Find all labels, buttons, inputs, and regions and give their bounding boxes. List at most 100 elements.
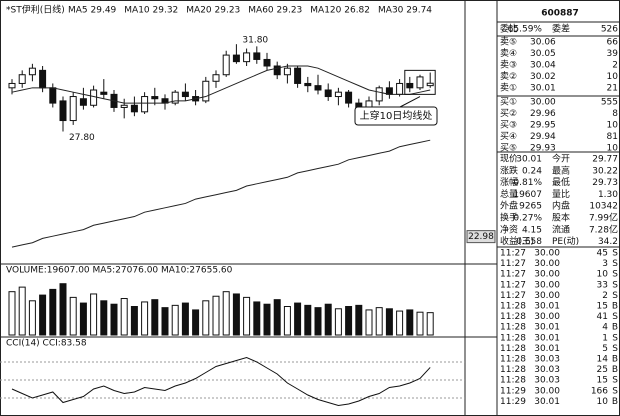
stat-cell: 29.73 <box>592 178 618 188</box>
order-cell: 30.00 <box>530 98 556 108</box>
tick-cell: 30.00 <box>534 259 560 269</box>
candle-body <box>294 67 302 84</box>
tick-cell: B <box>612 355 618 365</box>
ma-line <box>11 65 431 104</box>
ma-line <box>11 139 431 248</box>
volume-bar <box>110 303 118 336</box>
ma-label: MA120 26.82 <box>310 6 370 16</box>
volume-bar <box>130 306 138 336</box>
tick-cell: 30.00 <box>534 386 560 396</box>
stat-cell: 涨幅 <box>500 176 518 188</box>
volume-bar <box>28 300 36 336</box>
tick-cell: 30.00 <box>534 249 560 259</box>
ma-label: MA30 29.74 <box>378 6 432 16</box>
quote-cell: 委差 <box>552 23 570 35</box>
tick-cell: S <box>612 280 618 290</box>
volume-bar <box>212 295 220 336</box>
candle-body <box>283 67 291 76</box>
candle-body <box>416 76 424 89</box>
volume-bar <box>69 296 77 336</box>
tick-cell: S <box>612 312 618 322</box>
volume-bar <box>426 312 434 336</box>
tick-cell: S <box>612 259 618 269</box>
quote-cell: 526 <box>601 25 618 35</box>
volume-bar <box>253 301 261 336</box>
order-cell: 66 <box>607 38 619 48</box>
candle-body <box>406 82 414 89</box>
tick-cell: 2 <box>602 291 608 301</box>
volume-bar <box>406 309 414 336</box>
volume-bar <box>294 302 302 336</box>
tick-cell: 30.00 <box>534 291 560 301</box>
candle-body <box>324 89 332 98</box>
tick-cell: 1 <box>602 333 608 343</box>
order-cell: 买② <box>500 108 517 119</box>
order-cell: 卖⑤ <box>500 37 517 48</box>
stat-cell: 0.24 <box>522 166 542 176</box>
stat-cell: 总量 <box>500 188 518 200</box>
tick-cell: 30.00 <box>534 270 560 280</box>
tick-cell: S <box>612 386 618 396</box>
candle-body <box>59 100 67 122</box>
volume-bar <box>39 294 47 336</box>
stat-cell: 0.27% <box>513 214 542 224</box>
stat-cell: 7.99亿 <box>589 212 618 224</box>
stat-cell: 今开 <box>552 153 570 165</box>
tick-cell: 25 <box>597 365 608 375</box>
chart-title: *ST伊利(日线) <box>6 4 65 16</box>
volume-bar <box>161 307 169 336</box>
candle-body <box>345 91 353 104</box>
volume-bar <box>314 307 322 336</box>
candle-body <box>212 74 220 82</box>
candle-body <box>334 91 342 98</box>
stat-cell: 1.30 <box>598 190 618 200</box>
tick-cell: 11:28 <box>500 302 526 312</box>
candle-body <box>385 87 393 95</box>
stat-cell: 收益(三) <box>500 235 534 247</box>
tick-cell: 15 <box>597 376 608 386</box>
tick-cell: 30.00 <box>534 280 560 290</box>
ma-label: MA60 29.23 <box>248 6 302 16</box>
candle-body <box>28 67 36 76</box>
candle-body <box>181 91 189 98</box>
order-cell: 39 <box>607 49 619 59</box>
tick-cell: S <box>612 333 618 343</box>
candle-body <box>426 82 434 87</box>
volume-bar <box>273 299 281 336</box>
volume-title: VOLUME:19607.00 MA5:27076.00 MA10:27655.… <box>6 266 233 276</box>
tick-cell: 11:27 <box>500 259 526 269</box>
order-cell: 买③ <box>500 120 517 131</box>
tick-cell: S <box>612 249 618 259</box>
tick-cell: B <box>612 397 618 407</box>
order-cell: 10 <box>607 72 619 82</box>
order-cell: 30.05 <box>530 49 556 59</box>
volume-bar <box>18 286 26 336</box>
volume-bar <box>171 304 179 336</box>
stat-cell: 流通 <box>552 223 570 235</box>
stat-cell: 最高 <box>552 164 570 176</box>
volume-bar <box>375 307 383 336</box>
ma-label: MA10 29.32 <box>124 6 178 16</box>
order-cell: 29.93 <box>530 144 556 154</box>
tick-cell: 45 <box>597 249 608 259</box>
volume-bar <box>141 301 149 336</box>
order-cell: 29.94 <box>530 132 556 142</box>
ma-label: MA20 29.23 <box>186 6 240 16</box>
tick-cell: 5 <box>602 344 608 354</box>
volume-bar <box>151 299 159 336</box>
tick-cell: S <box>612 291 618 301</box>
volume-bar <box>202 300 210 336</box>
stat-cell: 4.15 <box>522 225 542 235</box>
volume-bar <box>222 291 230 336</box>
stat-cell: 股本 <box>552 212 570 224</box>
tick-cell: 30.00 <box>534 312 560 322</box>
order-cell: 29.96 <box>530 109 556 119</box>
stat-cell: 0.81% <box>513 178 542 188</box>
tick-cell: 30.03 <box>534 376 560 386</box>
tick-cell: 11:28 <box>500 344 526 354</box>
volume-bar <box>385 308 393 336</box>
stat-cell: 量比 <box>552 188 570 200</box>
volume-bar <box>192 309 200 336</box>
volume-bar <box>304 304 312 336</box>
